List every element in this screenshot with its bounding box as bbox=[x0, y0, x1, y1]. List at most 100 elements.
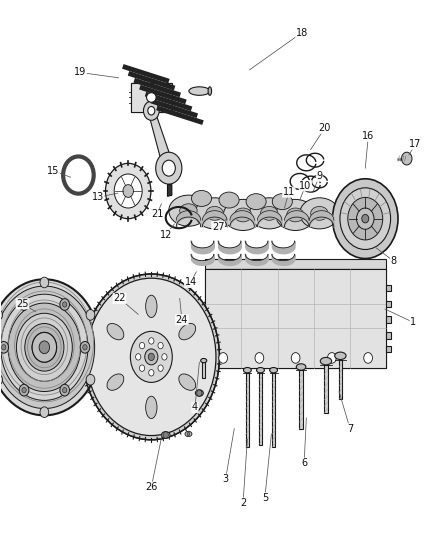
Circle shape bbox=[291, 353, 300, 364]
Circle shape bbox=[149, 369, 154, 376]
Ellipse shape bbox=[270, 368, 278, 373]
Circle shape bbox=[16, 313, 72, 381]
Circle shape bbox=[1, 294, 88, 400]
Polygon shape bbox=[299, 370, 303, 429]
Circle shape bbox=[348, 197, 383, 240]
Circle shape bbox=[80, 342, 90, 353]
Text: 1: 1 bbox=[410, 317, 417, 327]
Polygon shape bbox=[386, 285, 392, 291]
Text: 26: 26 bbox=[145, 482, 158, 492]
Circle shape bbox=[22, 302, 26, 307]
Circle shape bbox=[87, 278, 216, 435]
Circle shape bbox=[362, 214, 369, 223]
Text: 2: 2 bbox=[240, 498, 246, 508]
Ellipse shape bbox=[191, 190, 212, 206]
Polygon shape bbox=[272, 373, 276, 447]
Circle shape bbox=[139, 365, 145, 372]
Ellipse shape bbox=[195, 198, 234, 229]
Text: 8: 8 bbox=[391, 256, 397, 266]
Ellipse shape bbox=[180, 204, 197, 217]
Ellipse shape bbox=[250, 198, 289, 229]
Text: 13: 13 bbox=[92, 192, 104, 203]
Polygon shape bbox=[205, 259, 386, 269]
Text: 22: 22 bbox=[113, 293, 126, 303]
Polygon shape bbox=[324, 365, 328, 413]
Polygon shape bbox=[259, 373, 262, 445]
Ellipse shape bbox=[195, 390, 203, 396]
Text: 18: 18 bbox=[296, 28, 308, 38]
Circle shape bbox=[39, 341, 49, 354]
Text: 21: 21 bbox=[151, 209, 163, 220]
Ellipse shape bbox=[208, 87, 212, 95]
Circle shape bbox=[357, 208, 374, 229]
Circle shape bbox=[328, 353, 336, 364]
Circle shape bbox=[63, 387, 67, 393]
Circle shape bbox=[340, 188, 391, 249]
Text: 15: 15 bbox=[47, 166, 59, 176]
Circle shape bbox=[0, 286, 95, 409]
Ellipse shape bbox=[276, 199, 315, 230]
Circle shape bbox=[63, 302, 67, 307]
Polygon shape bbox=[167, 184, 172, 196]
Circle shape bbox=[40, 277, 49, 288]
Ellipse shape bbox=[179, 324, 196, 340]
Circle shape bbox=[123, 184, 134, 197]
Ellipse shape bbox=[107, 374, 124, 390]
Polygon shape bbox=[386, 301, 392, 307]
Polygon shape bbox=[386, 346, 392, 352]
Circle shape bbox=[162, 354, 167, 360]
Circle shape bbox=[25, 324, 64, 371]
Circle shape bbox=[83, 345, 87, 350]
Ellipse shape bbox=[185, 431, 192, 437]
Circle shape bbox=[106, 164, 151, 219]
Ellipse shape bbox=[223, 199, 263, 230]
Text: 6: 6 bbox=[301, 458, 307, 468]
Ellipse shape bbox=[107, 324, 124, 340]
Ellipse shape bbox=[146, 396, 157, 418]
Polygon shape bbox=[246, 373, 249, 447]
Ellipse shape bbox=[287, 208, 304, 222]
Circle shape bbox=[145, 349, 158, 365]
Ellipse shape bbox=[189, 87, 210, 95]
Circle shape bbox=[332, 179, 398, 259]
Circle shape bbox=[32, 333, 57, 362]
Circle shape bbox=[148, 107, 155, 115]
Ellipse shape bbox=[296, 364, 306, 370]
Circle shape bbox=[402, 152, 412, 165]
Ellipse shape bbox=[147, 93, 156, 102]
Bar bbox=[205, 269, 386, 368]
Text: 7: 7 bbox=[347, 424, 353, 434]
Ellipse shape bbox=[201, 359, 207, 363]
Circle shape bbox=[0, 342, 9, 353]
Circle shape bbox=[32, 333, 57, 362]
Circle shape bbox=[255, 353, 264, 364]
Text: 16: 16 bbox=[362, 131, 374, 141]
Ellipse shape bbox=[161, 432, 170, 439]
Circle shape bbox=[131, 332, 172, 382]
Circle shape bbox=[139, 342, 145, 349]
Circle shape bbox=[155, 152, 182, 184]
Text: 3: 3 bbox=[223, 474, 229, 484]
Circle shape bbox=[60, 298, 70, 310]
Ellipse shape bbox=[146, 295, 157, 318]
Text: 24: 24 bbox=[176, 314, 188, 325]
Circle shape bbox=[2, 345, 6, 350]
Circle shape bbox=[86, 374, 95, 385]
Circle shape bbox=[0, 279, 100, 415]
Polygon shape bbox=[131, 83, 172, 112]
Polygon shape bbox=[148, 111, 174, 168]
Text: 25: 25 bbox=[16, 298, 29, 309]
Ellipse shape bbox=[272, 193, 292, 209]
Circle shape bbox=[86, 310, 95, 320]
Ellipse shape bbox=[169, 195, 208, 226]
Circle shape bbox=[149, 338, 154, 344]
Ellipse shape bbox=[234, 208, 252, 222]
Circle shape bbox=[22, 387, 26, 393]
Text: 12: 12 bbox=[159, 230, 172, 240]
Text: 4: 4 bbox=[192, 402, 198, 413]
Circle shape bbox=[197, 390, 202, 396]
Polygon shape bbox=[339, 360, 342, 399]
Polygon shape bbox=[205, 269, 386, 368]
Text: 27: 27 bbox=[212, 222, 224, 232]
Ellipse shape bbox=[257, 368, 265, 373]
